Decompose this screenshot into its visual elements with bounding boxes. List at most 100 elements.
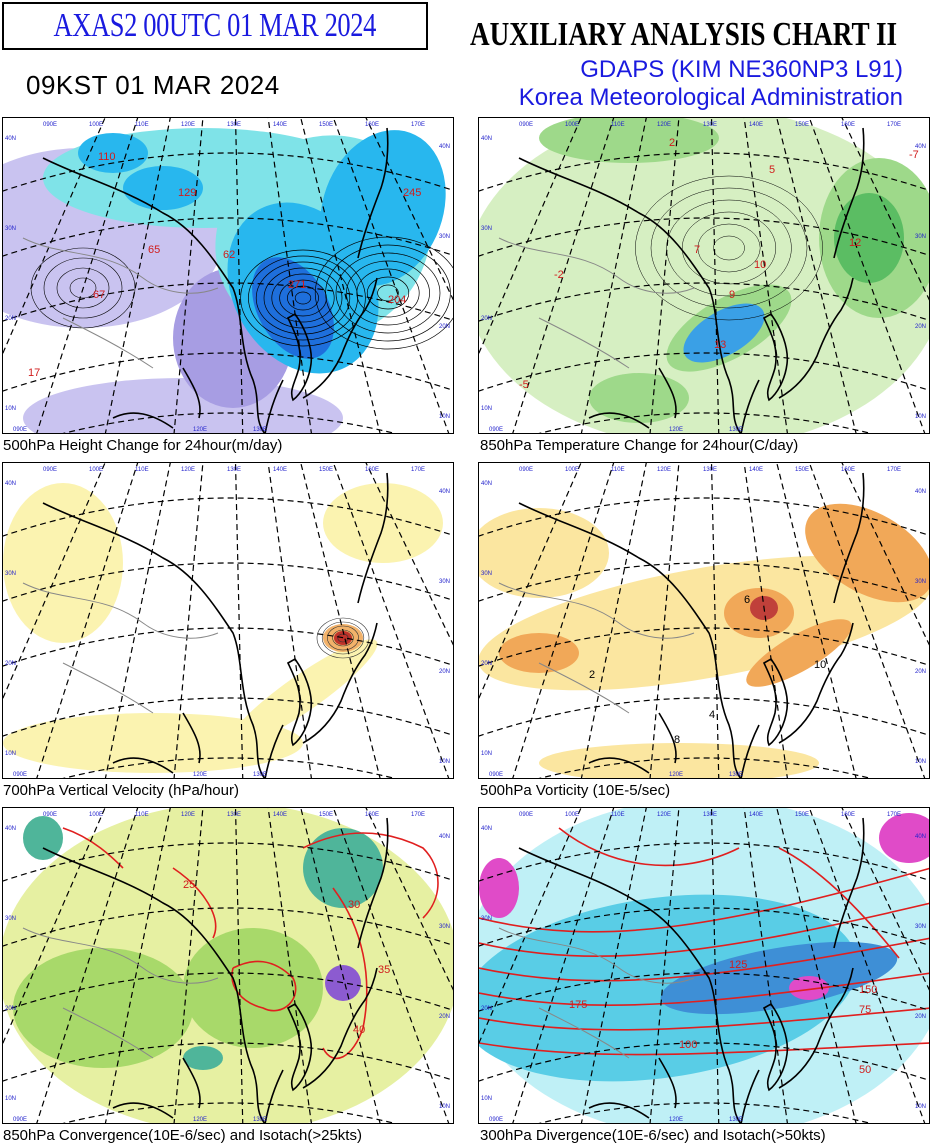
- lat-tick-label: 10N: [915, 759, 926, 765]
- lon-tick-label: 090E: [519, 122, 533, 128]
- lon-tick-label: 090E: [489, 1117, 503, 1123]
- caption-500hpa-height-change: 500hPa Height Change for 24hour(m/day): [3, 437, 283, 454]
- contour-value-label: 40: [353, 1024, 365, 1036]
- lat-tick-label: 40N: [439, 489, 450, 495]
- divergence-area: [479, 894, 858, 1082]
- lat-tick-label: 10N: [481, 406, 492, 412]
- caption-700hpa-vertical-velocity: 700hPa Vertical Velocity (hPa/hour): [3, 782, 239, 799]
- positive-vorticity-area: [539, 743, 819, 778]
- negative-change-area: [23, 378, 343, 433]
- lon-tick-label: 120E: [193, 427, 207, 433]
- country-borders: [498, 927, 695, 1059]
- lon-tick-label: 140E: [273, 122, 287, 128]
- contour-value-label: 150: [859, 984, 877, 996]
- contour-value-label: 2: [589, 669, 595, 681]
- lon-tick-label: 150E: [795, 812, 809, 818]
- lon-tick-label: 130E: [729, 1117, 743, 1123]
- contour-value-label: 12: [849, 237, 861, 249]
- contour-value-label: 129: [178, 187, 196, 199]
- lat-tick-label: 40N: [481, 481, 492, 487]
- graticule: [479, 463, 929, 778]
- lon-tick-label: 090E: [519, 812, 533, 818]
- lon-tick-label: 130E: [703, 812, 717, 818]
- lat-tick-label: 10N: [915, 414, 926, 420]
- lon-tick-label: 130E: [703, 467, 717, 473]
- map-panel-500hpa-vorticity: 090E 100E 110E 120E 130E 140E 150E 160E 170E 090E…: [478, 462, 930, 779]
- lat-tick-label: 40N: [915, 489, 926, 495]
- lon-tick-label: 160E: [365, 812, 379, 818]
- lat-tick-label: 20N: [439, 324, 450, 330]
- product-id-text: AXAS2 00UTC 01 MAR 2024: [53, 7, 377, 44]
- lon-tick-label: 170E: [887, 467, 901, 473]
- contour-value-label: 67: [93, 289, 105, 301]
- divergence-area: [879, 813, 929, 863]
- contour-value-label: 35: [378, 964, 390, 976]
- divergence-area: [789, 976, 829, 1000]
- lon-tick-label: 140E: [749, 122, 763, 128]
- lon-tick-label: 130E: [253, 1117, 267, 1123]
- convergence-area: [183, 1046, 223, 1070]
- lon-tick-label: 100E: [565, 812, 579, 818]
- warming-area: [683, 303, 765, 363]
- lon-tick-label: 130E: [253, 427, 267, 433]
- contour-value-label: 13: [714, 339, 726, 351]
- lon-tick-label: 090E: [13, 772, 27, 778]
- lat-tick-label: 30N: [915, 924, 926, 930]
- lat-tick-label: 20N: [5, 661, 16, 667]
- contour-value-label: 25: [183, 879, 195, 891]
- lon-tick-label: 090E: [519, 467, 533, 473]
- lon-tick-label: 170E: [411, 467, 425, 473]
- lon-tick-label: 130E: [227, 467, 241, 473]
- contour-value-label: 5: [769, 164, 775, 176]
- lon-tick-label: 130E: [227, 812, 241, 818]
- warming-area: [834, 193, 904, 283]
- lon-tick-label: 120E: [669, 427, 683, 433]
- lon-tick-label: 150E: [795, 122, 809, 128]
- contour-value-label: 245: [403, 187, 421, 199]
- positive-change-area: [78, 133, 148, 173]
- coastline: [42, 817, 389, 1123]
- contour-value-label: 6: [744, 594, 750, 606]
- contour-value-label: 75: [859, 1004, 871, 1016]
- lat-tick-label: 20N: [481, 661, 492, 667]
- lon-tick-label: 100E: [565, 467, 579, 473]
- lat-tick-label: 30N: [439, 234, 450, 240]
- contour-value-label: -5: [519, 379, 529, 391]
- contour-value-label: 175: [569, 999, 587, 1011]
- positive-vorticity-area: [805, 503, 929, 603]
- graticule: [3, 463, 453, 778]
- warming-area: [589, 373, 689, 423]
- ascent-area: [228, 639, 378, 747]
- lat-tick-label: 10N: [915, 1104, 926, 1110]
- lon-tick-label: 120E: [657, 122, 671, 128]
- lon-tick-label: 130E: [253, 772, 267, 778]
- contour-value-label: 4: [709, 709, 715, 721]
- country-borders: [498, 582, 695, 714]
- lon-tick-label: 170E: [887, 812, 901, 818]
- lat-tick-label: 10N: [439, 759, 450, 765]
- positive-vorticity-area: [479, 555, 929, 691]
- lon-tick-label: 120E: [181, 467, 195, 473]
- lon-tick-label: 110E: [135, 122, 149, 128]
- divergence-area: [479, 858, 519, 918]
- lon-tick-label: 090E: [489, 772, 503, 778]
- lat-tick-label: 30N: [915, 234, 926, 240]
- lat-tick-label: 10N: [5, 751, 16, 757]
- divergence-area: [660, 941, 898, 1015]
- lon-tick-label: 130E: [729, 427, 743, 433]
- lon-tick-label: 130E: [227, 122, 241, 128]
- map-svg: 090E 100E 110E 120E 130E 140E 150E 160E 170E 090E…: [479, 118, 929, 433]
- map-svg: 090E 100E 110E 120E 130E 140E 150E 160E 170E 090E…: [3, 463, 453, 778]
- warming-area: [539, 118, 719, 163]
- lat-tick-label: 20N: [481, 316, 492, 322]
- agency-label: Korea Meteorological Administration: [518, 84, 903, 111]
- lat-tick-label: 20N: [915, 1014, 926, 1020]
- lon-tick-label: 160E: [365, 467, 379, 473]
- lon-tick-label: 090E: [43, 467, 57, 473]
- contour-value-label: 110: [98, 151, 116, 163]
- lon-tick-label: 150E: [319, 122, 333, 128]
- contour-value-label: 2: [669, 137, 675, 149]
- coastline: [42, 472, 389, 778]
- lat-tick-label: 10N: [439, 1104, 450, 1110]
- contour-value-label: 7: [694, 244, 700, 256]
